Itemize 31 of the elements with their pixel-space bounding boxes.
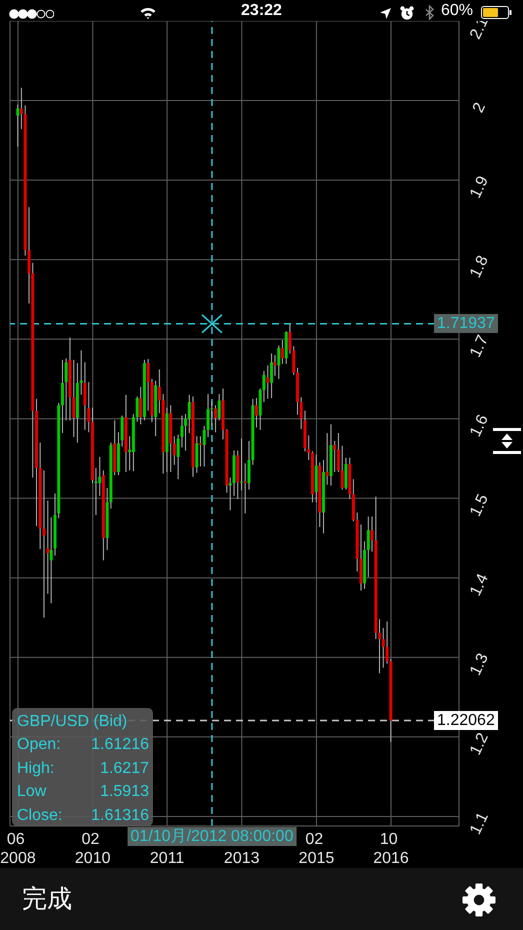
annotation: 1.6217 (100, 760, 149, 777)
y-tick-label: 1.6 (466, 412, 492, 440)
annotation: High: (17, 760, 54, 777)
y-tick-label: 1.2 (466, 730, 492, 758)
y-tick-label: 1.1 (466, 810, 492, 838)
text: 60% (441, 2, 474, 19)
y-tick-label: 1.4 (466, 571, 492, 598)
x-tick-label: 2011 (150, 850, 184, 867)
x-tick-label: 02 2015 (298, 831, 334, 867)
y-tick-label: 1.3 (466, 650, 492, 678)
x-tick-label: 2013 (224, 850, 260, 867)
annotation: 1.61316 (91, 806, 149, 824)
x-tick-label: 06 2008 (0, 831, 36, 867)
text: 完成 (22, 885, 72, 913)
ref-line-label: 1.22062 (437, 712, 495, 729)
annotation: Open: (17, 736, 61, 754)
y-tick-label: 1.9 (466, 173, 492, 201)
annotation: 1.5913 (100, 783, 149, 800)
text: GBP/USD (Bid) (17, 713, 128, 730)
annotation: 1.61216 (91, 736, 149, 754)
annotation: Low (17, 783, 46, 800)
y-tick-label: 1.8 (466, 252, 492, 280)
ref-line-label: 1.71937 (437, 315, 495, 332)
x-tick-label: 10 2016 (373, 831, 409, 867)
y-tick-label: 1.5 (466, 492, 492, 519)
ref-line-label: 01/10月/2012 08:00:00 (130, 828, 294, 845)
y-tick-label: 2 (469, 100, 489, 116)
x-tick-label: 02 2010 (74, 831, 111, 867)
annotation: Close: (17, 806, 62, 824)
y-tick-label: 1.7 (466, 332, 492, 360)
text: 23:22 (241, 2, 282, 19)
